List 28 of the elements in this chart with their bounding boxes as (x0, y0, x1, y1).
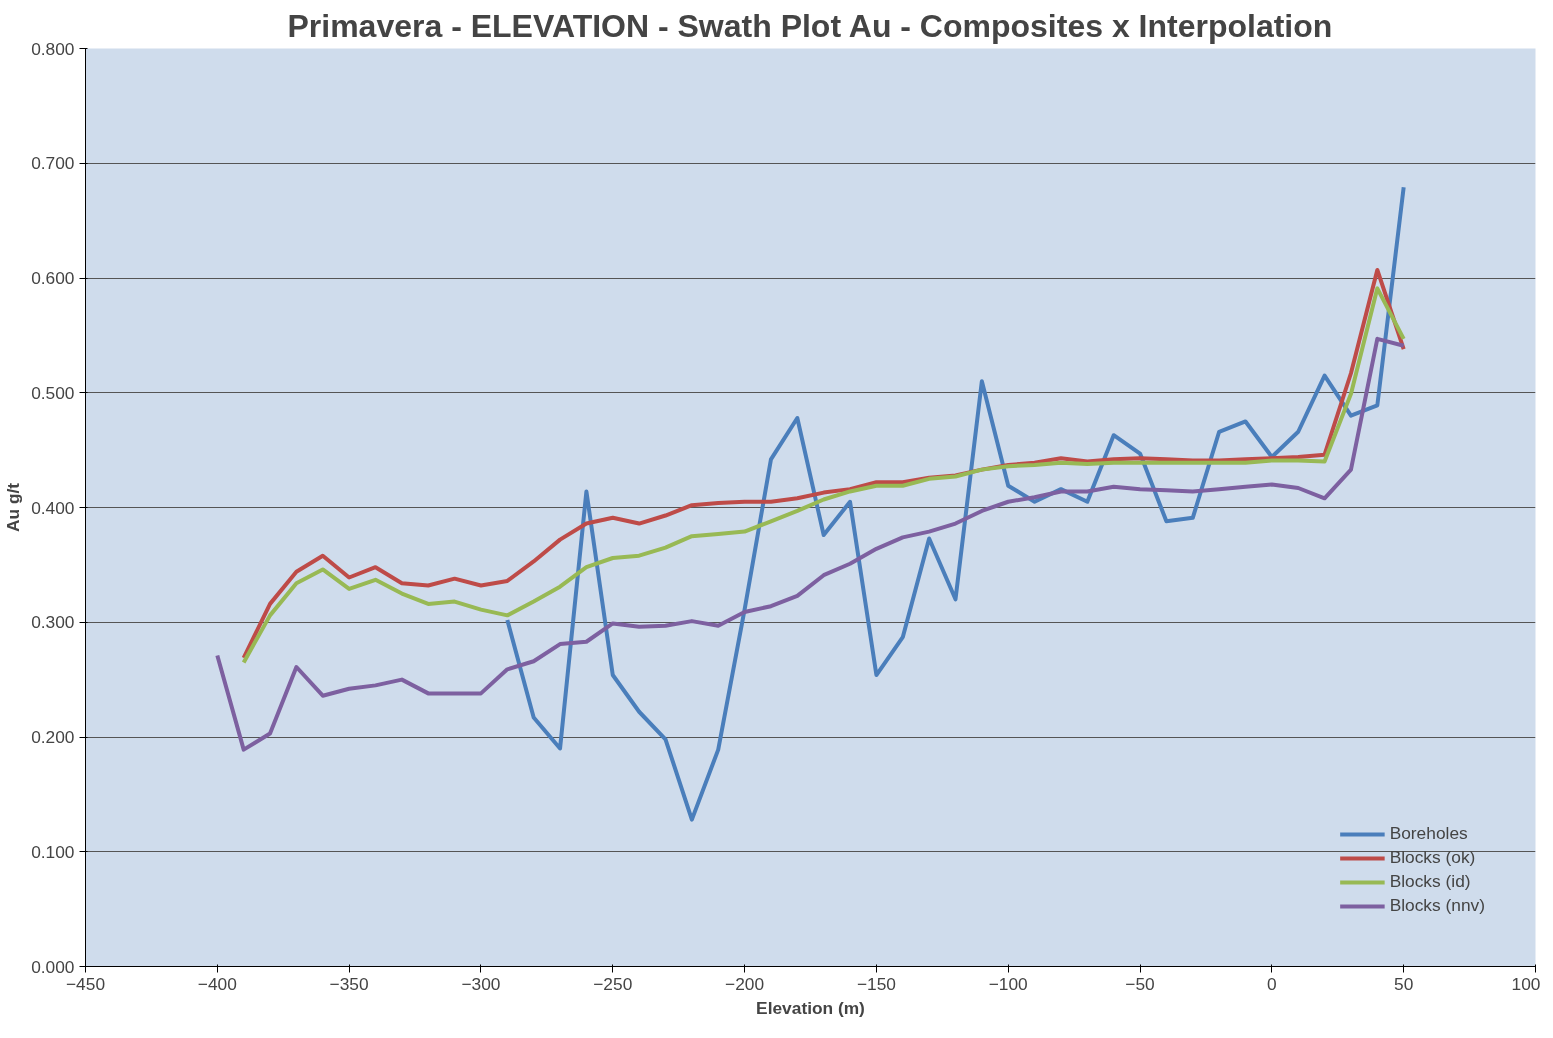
y-tick-label: 0.200 (31, 727, 75, 747)
y-tick-label: 0.800 (31, 38, 75, 59)
y-tick-label: 0.100 (31, 841, 75, 862)
x-tick-label: −400 (197, 973, 237, 994)
x-tick-label: −250 (593, 973, 633, 994)
x-tick-label: 0 (1267, 973, 1277, 994)
y-tick-label: 0.400 (31, 497, 75, 518)
x-tick-label: −350 (329, 973, 369, 994)
y-tick-label: 0.500 (31, 382, 75, 403)
legend-label: Blocks (nnv) (1389, 895, 1485, 916)
x-tick-label: −50 (1125, 973, 1155, 994)
x-tick-label: −100 (988, 973, 1028, 994)
legend-label: Blocks (ok) (1389, 847, 1476, 868)
y-tick-label: 0.600 (31, 268, 75, 288)
legend-label: Boreholes (1389, 823, 1468, 844)
x-axis-title: Elevation (m) (756, 997, 865, 1018)
x-tick-label: −300 (461, 973, 501, 994)
x-tick-label: 50 (1394, 973, 1414, 994)
y-tick-label: 0.700 (31, 153, 75, 174)
line-series (505, 185, 1406, 822)
x-tick-label: 100 (1511, 973, 1541, 994)
x-tick-label: −150 (856, 973, 896, 994)
legend-label: Blocks (id) (1389, 871, 1471, 892)
x-tick-label: −200 (725, 973, 765, 994)
y-axis-title: Au g/t (3, 482, 24, 533)
chart-title: Primavera - ELEVATION - Swath Plot Au - Composites x Interpolation (287, 7, 1333, 44)
line-series (215, 336, 1406, 752)
y-tick-label: 0.300 (31, 612, 75, 633)
